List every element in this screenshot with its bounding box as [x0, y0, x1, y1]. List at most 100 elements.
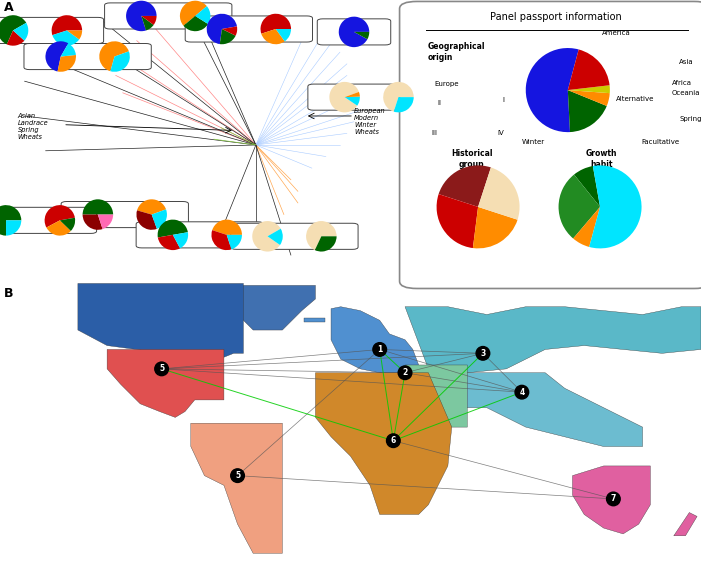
FancyBboxPatch shape	[231, 224, 358, 249]
Wedge shape	[110, 51, 130, 72]
Wedge shape	[67, 30, 82, 39]
Circle shape	[373, 343, 386, 356]
Wedge shape	[383, 82, 414, 111]
Wedge shape	[222, 26, 237, 35]
Wedge shape	[46, 220, 71, 235]
Wedge shape	[142, 16, 156, 25]
Wedge shape	[345, 92, 360, 97]
Wedge shape	[437, 194, 478, 248]
Wedge shape	[275, 29, 291, 41]
Text: European
Modern
Winter
Wheats: European Modern Winter Wheats	[354, 108, 386, 135]
FancyBboxPatch shape	[318, 19, 390, 45]
Polygon shape	[78, 283, 243, 361]
Circle shape	[386, 434, 400, 448]
Text: 4: 4	[519, 388, 524, 397]
Text: Geographical
origin: Geographical origin	[428, 42, 485, 62]
FancyBboxPatch shape	[104, 3, 232, 29]
Wedge shape	[220, 29, 236, 44]
Wedge shape	[226, 235, 242, 249]
Wedge shape	[207, 14, 237, 44]
Wedge shape	[83, 215, 102, 230]
Text: Asia: Asia	[679, 59, 693, 65]
Text: II: II	[437, 100, 442, 106]
Polygon shape	[331, 307, 418, 377]
Wedge shape	[57, 55, 76, 72]
FancyBboxPatch shape	[185, 16, 313, 42]
Text: 5: 5	[235, 471, 240, 480]
FancyBboxPatch shape	[308, 84, 435, 110]
Wedge shape	[589, 166, 641, 248]
Circle shape	[606, 492, 620, 506]
Text: America: America	[601, 30, 630, 37]
Wedge shape	[158, 235, 180, 250]
Wedge shape	[45, 205, 75, 227]
Polygon shape	[674, 512, 697, 536]
Wedge shape	[7, 30, 25, 46]
FancyBboxPatch shape	[24, 43, 151, 70]
Wedge shape	[0, 15, 26, 44]
Wedge shape	[180, 1, 207, 26]
Text: B: B	[4, 287, 13, 300]
Text: Asian
Landrace
Spring
Wheats: Asian Landrace Spring Wheats	[18, 113, 48, 140]
Text: 3: 3	[480, 349, 486, 358]
Text: Spring: Spring	[680, 116, 701, 122]
Wedge shape	[126, 1, 156, 31]
Wedge shape	[315, 236, 336, 252]
Wedge shape	[345, 97, 360, 106]
Wedge shape	[158, 220, 188, 238]
Wedge shape	[137, 199, 166, 215]
Text: IV: IV	[498, 131, 505, 136]
Wedge shape	[173, 232, 188, 248]
Text: Alternative: Alternative	[615, 96, 654, 101]
Wedge shape	[478, 167, 519, 220]
Polygon shape	[191, 423, 283, 553]
Polygon shape	[405, 307, 701, 373]
Circle shape	[398, 366, 412, 379]
Wedge shape	[568, 90, 607, 132]
Wedge shape	[61, 43, 76, 56]
Wedge shape	[261, 29, 285, 44]
Wedge shape	[559, 175, 600, 239]
Polygon shape	[468, 373, 643, 446]
FancyBboxPatch shape	[0, 17, 104, 43]
Wedge shape	[268, 229, 283, 245]
Wedge shape	[60, 218, 75, 231]
Wedge shape	[573, 207, 600, 247]
Text: Oceania: Oceania	[672, 90, 700, 96]
Wedge shape	[261, 14, 291, 34]
Wedge shape	[195, 6, 210, 24]
Wedge shape	[574, 166, 600, 207]
FancyBboxPatch shape	[61, 202, 189, 227]
Text: 7: 7	[611, 494, 616, 503]
Circle shape	[476, 347, 490, 360]
Wedge shape	[142, 16, 154, 30]
Text: Winter: Winter	[522, 139, 545, 145]
Polygon shape	[315, 373, 451, 515]
Wedge shape	[473, 207, 517, 248]
FancyBboxPatch shape	[136, 222, 264, 248]
FancyBboxPatch shape	[0, 207, 97, 234]
Wedge shape	[568, 85, 610, 93]
Circle shape	[231, 469, 245, 482]
Circle shape	[155, 362, 168, 376]
Wedge shape	[137, 211, 157, 230]
Text: I: I	[503, 97, 504, 103]
Polygon shape	[233, 285, 315, 330]
Wedge shape	[52, 15, 82, 35]
Wedge shape	[394, 97, 414, 113]
Text: 5: 5	[159, 364, 164, 373]
Wedge shape	[339, 17, 369, 47]
Text: 1: 1	[377, 345, 382, 354]
Wedge shape	[306, 221, 336, 250]
Text: Africa: Africa	[672, 79, 692, 86]
Wedge shape	[329, 82, 359, 113]
Wedge shape	[212, 220, 242, 235]
Text: Panel passport information: Panel passport information	[490, 12, 622, 21]
Wedge shape	[46, 41, 68, 72]
Polygon shape	[405, 365, 468, 427]
Circle shape	[515, 385, 529, 399]
Wedge shape	[439, 166, 491, 207]
Wedge shape	[151, 209, 167, 229]
Wedge shape	[354, 32, 369, 39]
Text: Historical
group: Historical group	[451, 149, 493, 169]
